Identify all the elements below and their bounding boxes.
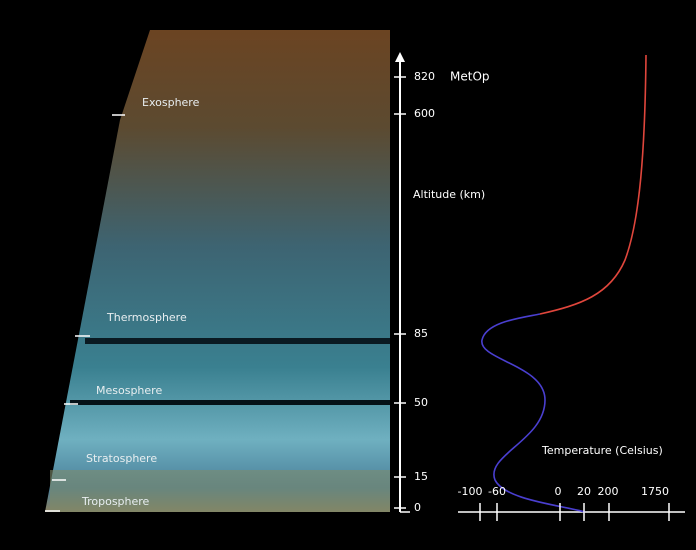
altitude-label: Altitude (km) bbox=[413, 188, 485, 201]
layer-label: Thermosphere bbox=[106, 311, 187, 324]
temperature-label: Temperature (Celsius) bbox=[541, 444, 663, 457]
satellite-label: MetOp bbox=[450, 70, 490, 84]
altitude-tick-label: 820 bbox=[414, 70, 435, 83]
ground bbox=[50, 470, 390, 512]
temperature-tick-label: 1750 bbox=[641, 485, 669, 498]
temperature-tick-label: -100 bbox=[458, 485, 483, 498]
altitude-tick-label: 600 bbox=[414, 107, 435, 120]
layer-label: Stratosphere bbox=[86, 452, 157, 465]
temperature-curve-low bbox=[481, 313, 586, 513]
atmosphere-image bbox=[45, 30, 390, 512]
altitude-tick-label: 50 bbox=[414, 396, 428, 409]
layer-band bbox=[85, 338, 390, 344]
layer-label: Troposphere bbox=[81, 495, 150, 508]
temperature-tick-label: 0 bbox=[555, 485, 562, 498]
axis-arrow bbox=[395, 52, 405, 62]
temperature-tick-label: 20 bbox=[577, 485, 591, 498]
temperature-tick-label: -60 bbox=[488, 485, 506, 498]
temperature-curve-high bbox=[539, 54, 647, 315]
altitude-tick-label: 15 bbox=[414, 470, 428, 483]
layer-band bbox=[70, 400, 390, 405]
altitude-tick-label: 0 bbox=[414, 501, 421, 514]
altitude-tick-label: 85 bbox=[414, 327, 428, 340]
temperature-tick-label: 200 bbox=[598, 485, 619, 498]
layer-label: Mesosphere bbox=[96, 384, 162, 397]
layer-label: Exosphere bbox=[142, 96, 200, 109]
